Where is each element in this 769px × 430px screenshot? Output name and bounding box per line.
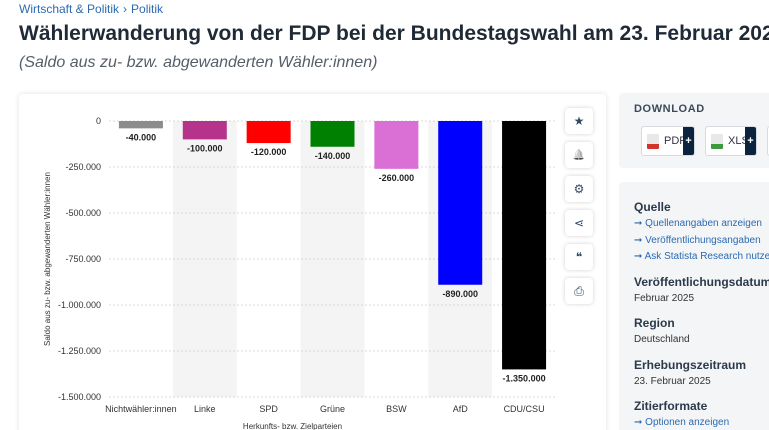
source-heading: Quelle bbox=[634, 200, 671, 214]
info-panel: Quelle ➞ Quellenangaben anzeigen ➞ Veröf… bbox=[619, 182, 769, 430]
x-tick-label: CDU/CSU bbox=[504, 404, 545, 414]
y-axis-title: Saldo aus zu- bzw. abgewanderten Wähler:… bbox=[43, 172, 52, 346]
arrow-right-icon: ➞ bbox=[634, 235, 643, 246]
y-tick-label: -750.000 bbox=[65, 254, 101, 264]
xls-plus-icon[interactable]: + bbox=[745, 127, 756, 155]
y-tick-label: 0 bbox=[96, 116, 101, 126]
favorite-icon: ★ bbox=[573, 114, 585, 128]
x-axis-title: Herkunfts- bzw. Zielparteien bbox=[243, 422, 342, 430]
bar-grne bbox=[310, 121, 355, 147]
pdf-plus-icon[interactable]: + bbox=[683, 127, 694, 155]
source-link-veroeffentlichung[interactable]: ➞ Veröffentlichungsangaben bbox=[634, 235, 761, 246]
data-label: -120.000 bbox=[251, 147, 287, 157]
source-link-ask-statista[interactable]: ➞ Ask Statista Research nutzen bbox=[634, 251, 769, 262]
period-value: 23. Februar 2025 bbox=[634, 376, 711, 387]
cite-button[interactable]: ❝ bbox=[565, 244, 593, 270]
y-tick-label: -1.000.000 bbox=[58, 300, 101, 310]
bar-bsw bbox=[374, 121, 419, 169]
download-xls-button[interactable]: XLS + bbox=[705, 126, 757, 156]
pdf-label: PDF bbox=[664, 135, 686, 147]
bar-chart: 0 -250.000 -500.000 -750.000 -1.000.000 -1.25… bbox=[43, 116, 556, 430]
bar-spd bbox=[246, 121, 291, 144]
bar-cducsu bbox=[502, 121, 547, 370]
download-pdf-button[interactable]: PDF + bbox=[641, 126, 695, 156]
share-button[interactable]: ⋖ bbox=[565, 210, 593, 236]
download-panel: DOWNLOAD PDF + XLS + bbox=[619, 93, 769, 168]
period-heading: Erhebungszeitraum bbox=[634, 358, 747, 372]
cite-heading: Zitierformate bbox=[634, 399, 708, 413]
x-tick-label: AfD bbox=[453, 404, 469, 414]
breadcrumb-separator: › bbox=[123, 2, 128, 16]
x-tick-label: Nichtwähler:innen bbox=[105, 404, 177, 414]
arrow-right-icon: ➞ bbox=[634, 218, 643, 229]
region-heading: Region bbox=[634, 316, 675, 330]
pubdate-value: Februar 2025 bbox=[634, 293, 695, 304]
xls-label: XLS bbox=[728, 135, 749, 147]
data-label: -140.000 bbox=[315, 151, 351, 161]
share-icon: ⋖ bbox=[573, 216, 585, 230]
settings-button[interactable]: ⚙ bbox=[565, 176, 593, 202]
x-tick-label: SPD bbox=[259, 404, 278, 414]
data-label: -1.350.000 bbox=[503, 373, 546, 383]
data-label: -260.000 bbox=[379, 173, 415, 183]
favorite-button[interactable]: ★ bbox=[565, 108, 593, 134]
arrow-right-icon: ➞ bbox=[634, 417, 643, 428]
cite-options-link[interactable]: ➞ Optionen anzeigen bbox=[634, 417, 730, 428]
download-more-button[interactable] bbox=[767, 126, 769, 156]
pubdate-heading: Veröffentlichungsdatum bbox=[634, 275, 769, 289]
bar-nichtwhlerinnen bbox=[118, 121, 163, 129]
bar-linke bbox=[182, 121, 227, 140]
y-tick-label: -1.500.000 bbox=[58, 392, 101, 402]
page-subtitle: (Saldo aus zu- bzw. abgewanderten Wähler… bbox=[19, 54, 378, 71]
page-title: Wählerwanderung von der FDP bei der Bund… bbox=[19, 22, 769, 45]
y-tick-label: -250.000 bbox=[65, 162, 101, 172]
download-title: DOWNLOAD bbox=[634, 103, 705, 115]
arrow-right-icon: ➞ bbox=[634, 251, 643, 262]
source-link-quellenangaben[interactable]: ➞ Quellenangaben anzeigen bbox=[634, 218, 762, 229]
xls-file-icon bbox=[711, 133, 723, 149]
print-button[interactable]: ⎙ bbox=[565, 278, 593, 304]
x-tick-label: Grüne bbox=[320, 404, 345, 414]
pdf-file-icon bbox=[647, 133, 659, 149]
chart-toolbar: ★ 🔔 ⚙ ⋖ ❝ ⎙ bbox=[565, 108, 593, 304]
bell-icon: 🔔 bbox=[572, 149, 586, 161]
breadcrumb: Wirtschaft & Politik › Politik bbox=[19, 2, 163, 16]
print-icon: ⎙ bbox=[574, 283, 584, 298]
breadcrumb-item-politik[interactable]: Politik bbox=[131, 2, 164, 16]
region-value: Deutschland bbox=[634, 334, 690, 345]
notification-button[interactable]: 🔔 bbox=[565, 142, 593, 168]
chart-card: 0 -250.000 -500.000 -750.000 -1.000.000 -1.25… bbox=[19, 94, 606, 430]
y-tick-label: -1.250.000 bbox=[58, 346, 101, 356]
bar-afd bbox=[438, 121, 483, 285]
gear-icon: ⚙ bbox=[573, 182, 585, 196]
y-tick-label: -500.000 bbox=[65, 208, 101, 218]
x-tick-label: Linke bbox=[194, 404, 216, 414]
data-label: -100.000 bbox=[187, 143, 223, 153]
data-label: -890.000 bbox=[442, 289, 478, 299]
quote-icon: ❝ bbox=[575, 250, 583, 264]
x-tick-label: BSW bbox=[386, 404, 407, 414]
breadcrumb-item-wirtschaft[interactable]: Wirtschaft & Politik bbox=[19, 2, 120, 16]
data-label: -40.000 bbox=[126, 132, 157, 142]
